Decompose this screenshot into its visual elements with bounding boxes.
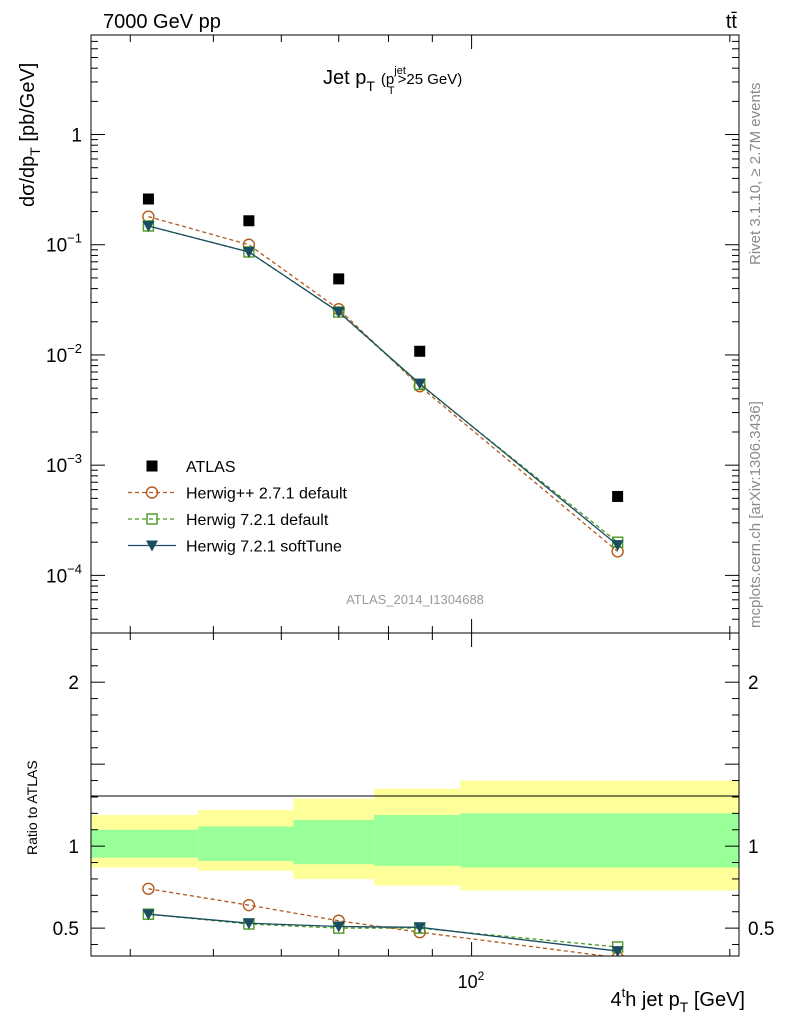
band-inner-3 xyxy=(374,814,461,866)
main-softtune-point xyxy=(611,540,624,552)
ratio-y-tick-label-right: 0.5 xyxy=(748,919,774,940)
plot-title-main: Jet p xyxy=(323,67,366,89)
main-y-tick-label: 10−2 xyxy=(46,341,82,367)
main-y-tick-label: 10−3 xyxy=(46,451,82,477)
ratio-softtune-point xyxy=(142,909,155,921)
main-data-point xyxy=(612,490,624,502)
legend-marker-softtune xyxy=(146,540,158,552)
legend-label-data: ATLAS xyxy=(186,459,236,476)
header-right: tt̄ xyxy=(726,11,738,33)
rivet-label: Rivet 3.1.10, ≥ 2.7M events xyxy=(747,83,764,266)
ratio-series-group xyxy=(142,882,624,956)
main-softtune-point xyxy=(413,378,426,390)
ratio-uncertainty-bands xyxy=(91,780,739,891)
main-data-point xyxy=(333,273,345,285)
x-tick-label: 102 xyxy=(458,969,485,992)
main-data-point xyxy=(142,193,154,205)
mcplots-label: mcplots.cern.ch [arXiv:1306.3436] xyxy=(747,401,764,628)
main-data-point xyxy=(414,345,426,357)
ratio-frame xyxy=(90,632,740,957)
main-data-point xyxy=(243,215,255,227)
main-softtune-point xyxy=(332,307,345,319)
ratio-softtune-point xyxy=(413,922,426,934)
legend-label-herwig721: Herwig 7.2.1 default xyxy=(186,512,329,529)
ratio-herwigpp-line xyxy=(148,888,610,956)
analysis-id: ATLAS_2014_I1304688 xyxy=(346,592,484,607)
main-y-tick-label: 1 xyxy=(71,126,82,147)
main-y-tick-label: 10−1 xyxy=(46,231,82,257)
ratio-softtune-point xyxy=(611,946,624,956)
ratio-herwigpp-point xyxy=(242,898,256,912)
legend: ATLAS Herwig++ 2.7.1 default Herwig 7.2.1 … xyxy=(128,459,348,556)
plot-title: Jet pT (pjet T>25 GeV) xyxy=(323,65,462,97)
ratio-y-tick-label-left: 0.5 xyxy=(53,919,79,940)
ratio-y-tick-label-right: 2 xyxy=(748,673,759,694)
legend-marker-data xyxy=(146,460,158,472)
legend-label-softtune: Herwig 7.2.1 softTune xyxy=(186,539,342,556)
plot-title-paren-sub: T xyxy=(388,85,395,97)
band-inner-0 xyxy=(91,829,199,858)
ratio-softtune-point xyxy=(332,921,345,933)
header-left: 7000 GeV pp xyxy=(103,11,221,33)
legend-marker-herwigpp xyxy=(145,486,159,499)
plot-title-paren-rest: >25 GeV) xyxy=(398,71,463,88)
legend-label-herwigpp: Herwig++ 2.7.1 default xyxy=(186,486,348,503)
band-inner-2 xyxy=(293,819,375,865)
ratio-herwigpp-point xyxy=(142,882,155,895)
ratio-y-tick-label-left: 2 xyxy=(68,673,79,694)
ratio-ylabel: Ratio to ATLAS xyxy=(24,760,40,855)
ratio-softtune-point xyxy=(242,918,255,930)
xlabel: 4th jet pT [GeV] xyxy=(611,985,746,1015)
main-series-group xyxy=(142,193,624,558)
main-softtune-point xyxy=(242,246,255,258)
main-y-tick-label: 10−4 xyxy=(46,561,82,587)
main-softtune-point xyxy=(142,220,155,232)
main-ylabel: dσ/dpT [pb/GeV] xyxy=(17,63,43,207)
plot-title-main-sub: T xyxy=(366,78,375,94)
ratio-softtune-line xyxy=(148,913,618,952)
axes-group: 102 1 10−1 10−2 10−3 10−4 2 2 1 1 0.5 0.5 xyxy=(46,34,774,992)
plot-title-paren-sup: jet xyxy=(393,65,406,77)
band-inner-1 xyxy=(198,826,294,861)
legend-marker-herwig721 xyxy=(146,513,158,525)
ratio-y-tick-label-left: 1 xyxy=(68,837,79,858)
ratio-y-tick-label-right: 1 xyxy=(748,837,759,858)
plot-title-paren: (p xyxy=(381,71,394,88)
band-inner-4 xyxy=(460,813,739,868)
